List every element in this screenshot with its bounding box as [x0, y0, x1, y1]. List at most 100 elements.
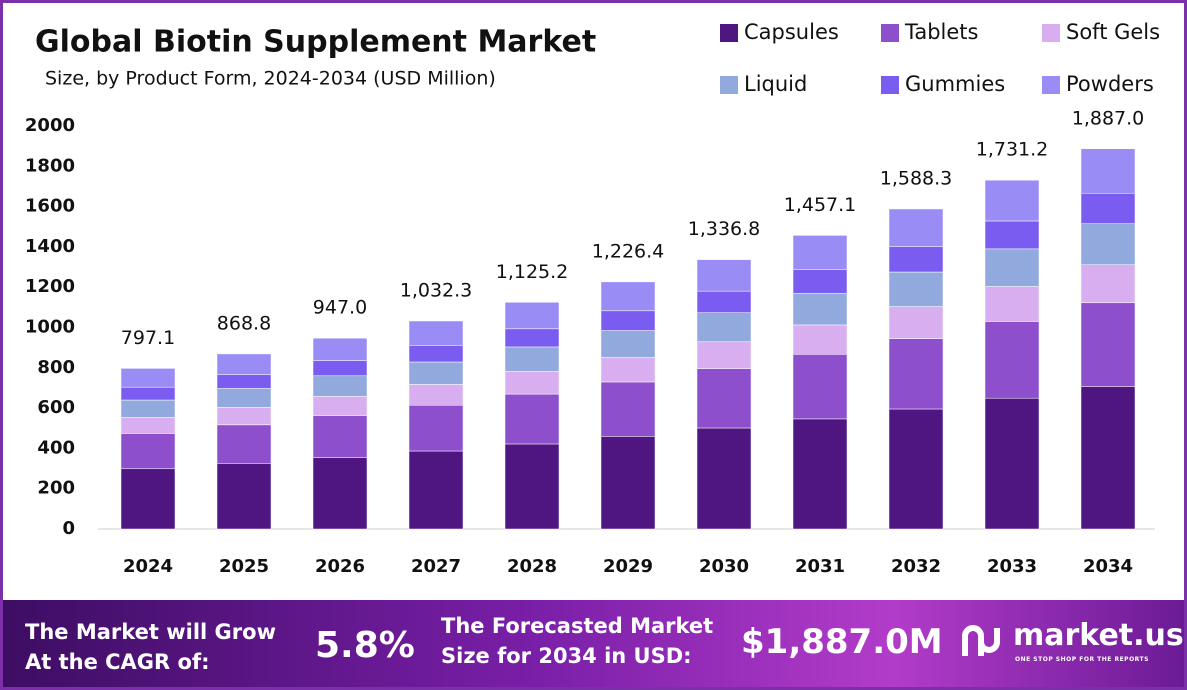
- bar-segment: [216, 424, 272, 464]
- bar-segment: [696, 290, 752, 313]
- bar-segment: [600, 281, 656, 312]
- y-tick-label: 2000: [25, 115, 75, 136]
- bar-segment: [312, 457, 368, 530]
- legend-swatch: [1042, 76, 1060, 94]
- x-tick-label: 2032: [891, 556, 941, 577]
- bar-segment: [696, 312, 752, 343]
- bar-segment: [696, 427, 752, 530]
- bar-segment: [504, 393, 560, 445]
- total-label: 797.1: [121, 327, 175, 349]
- total-label: 1,588.3: [880, 167, 953, 189]
- x-tick-label: 2024: [123, 556, 173, 577]
- legend-label: Capsules: [744, 20, 839, 44]
- total-label: 1,125.2: [496, 261, 569, 283]
- total-label: 1,226.4: [592, 240, 665, 262]
- x-tick-label: 2027: [411, 556, 461, 577]
- bar-segment: [600, 310, 656, 331]
- bar-segment: [600, 357, 656, 383]
- legend-label: Soft Gels: [1066, 20, 1160, 44]
- cagr-text: The Market will Grow: [25, 620, 276, 644]
- bar-segment: [312, 337, 368, 361]
- brand-logo: [962, 625, 1000, 656]
- legend-label: Powders: [1066, 72, 1154, 96]
- y-tick-label: 1600: [25, 196, 75, 217]
- brand: market.us: [1013, 618, 1184, 653]
- total-label: 1,887.0: [1072, 107, 1145, 129]
- bar-segment: [888, 208, 944, 247]
- bar-segment: [408, 384, 464, 406]
- bar-segment: [792, 235, 848, 270]
- x-tick-label: 2028: [507, 556, 557, 577]
- bar-segment: [1080, 264, 1136, 304]
- bar-segment: [792, 354, 848, 420]
- bar-segment: [984, 321, 1040, 399]
- bar-segment: [216, 353, 272, 375]
- bar-segment: [312, 396, 368, 416]
- bar-segment: [408, 404, 464, 452]
- legend-label: Gummies: [905, 72, 1005, 96]
- x-tick-label: 2031: [795, 556, 845, 577]
- bar-segment: [888, 338, 944, 410]
- x-tick-label: 2034: [1083, 556, 1133, 577]
- legend-swatch: [720, 24, 738, 42]
- legend-swatch: [1042, 24, 1060, 42]
- bar-segment: [216, 374, 272, 389]
- y-tick-label: 1400: [25, 236, 75, 257]
- bar-segment: [888, 408, 944, 530]
- bar-segment: [120, 417, 176, 434]
- bar-segment: [696, 368, 752, 429]
- bar-segment: [1080, 223, 1136, 266]
- bar-segment: [1080, 148, 1136, 194]
- y-tick-label: 200: [37, 478, 75, 499]
- y-tick-label: 1800: [25, 155, 75, 176]
- legend-swatch: [881, 24, 899, 42]
- bar-segment: [504, 371, 560, 395]
- bar-segment: [504, 443, 560, 530]
- chart: Global Biotin Supplement Market Size, by…: [25, 20, 1160, 577]
- bar-segment: [888, 246, 944, 273]
- cagr-text: At the CAGR of:: [25, 650, 210, 674]
- y-tick-label: 1000: [25, 317, 75, 338]
- bar-segment: [984, 248, 1040, 287]
- total-label: 1,457.1: [784, 194, 857, 216]
- bar-segment: [600, 330, 656, 358]
- bar-segment: [1080, 386, 1136, 530]
- bar-segment: [216, 407, 272, 426]
- legend-label: Liquid: [744, 72, 807, 96]
- total-label: 868.8: [217, 312, 271, 334]
- cagr-value: 5.8%: [315, 625, 415, 666]
- bar-segment: [1080, 193, 1136, 224]
- bar-segment: [504, 346, 560, 372]
- footer: The Market will Grow At the CAGR of: 5.8…: [3, 600, 1184, 687]
- forecast-text: The Forecasted Market: [441, 614, 714, 638]
- bar-segment: [984, 286, 1040, 322]
- bar-segment: [504, 302, 560, 330]
- x-tick-label: 2033: [987, 556, 1037, 577]
- bar-segment: [504, 328, 560, 348]
- total-label: 1,032.3: [400, 279, 473, 301]
- bar-segment: [696, 259, 752, 292]
- y-tick-label: 800: [37, 357, 75, 378]
- tagline: ONE STOP SHOP FOR THE REPORTS: [1015, 656, 1149, 663]
- y-tick-label: 400: [37, 437, 75, 458]
- total-label: 1,336.8: [688, 218, 761, 240]
- forecast-text: Size for 2034 in USD:: [441, 644, 692, 668]
- bar-segment: [600, 436, 656, 530]
- bar-segment: [312, 360, 368, 377]
- bar-segment: [120, 399, 176, 418]
- bar-segment: [792, 418, 848, 530]
- bar-segment: [600, 381, 656, 437]
- bar-segment: [696, 341, 752, 369]
- bar-segment: [312, 415, 368, 458]
- bar-segment: [792, 292, 848, 326]
- x-tick-label: 2026: [315, 556, 365, 577]
- bar-segment: [1080, 302, 1136, 387]
- legend-swatch: [881, 76, 899, 94]
- bar-segment: [888, 306, 944, 339]
- x-tick-label: 2029: [603, 556, 653, 577]
- bar-segment: [120, 386, 176, 401]
- bar-segment: [216, 388, 272, 408]
- x-tick-label: 2025: [219, 556, 269, 577]
- y-tick-label: 1200: [25, 276, 75, 297]
